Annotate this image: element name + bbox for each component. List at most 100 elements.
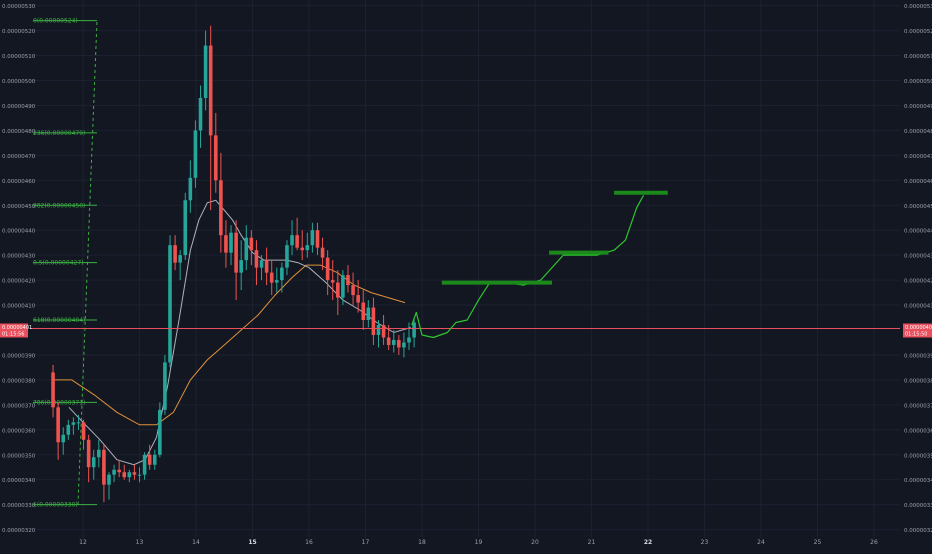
candle-down (381, 315, 386, 345)
left-price-axis[interactable]: 0.00000530 0.00000520 0.00000510 0.00000500… (2, 4, 36, 534)
candle-up (229, 225, 233, 266)
candle-body (336, 282, 340, 298)
candle-up (61, 427, 66, 455)
candle-up (274, 267, 279, 293)
candle-up (402, 332, 406, 358)
candle-up (412, 317, 416, 348)
time-axis-label: 14 (192, 539, 200, 546)
candle-body (152, 454, 157, 465)
candle-down (320, 237, 325, 271)
price-axis-label: 0.00000480 (2, 129, 36, 135)
candle-body (76, 422, 81, 424)
candle-body (397, 339, 401, 348)
projection-drawing[interactable] (411, 190, 668, 339)
candle-body (320, 247, 325, 258)
price-axis-label: 0.00000350 (904, 453, 932, 459)
candle-body (168, 245, 172, 363)
time-axis[interactable]: 12 13 14 15 16 17 18 19 20 21 22 23 24 25 26 (79, 539, 878, 546)
time-axis-label: 22 (644, 539, 652, 546)
fibonacci-retracement[interactable]: 0(0.00000524) 236(0.00000479) 382(0.000004… (33, 18, 98, 509)
time-axis-label: 18 (418, 539, 426, 546)
candle-up (203, 30, 208, 111)
price-axis-label: 0.00000390 (904, 353, 932, 359)
candle-down (173, 235, 177, 271)
grid-lines (30, 0, 900, 538)
candle-body (402, 342, 406, 348)
candle-down (219, 152, 223, 253)
candle-body (229, 232, 233, 253)
candle-up (112, 464, 116, 483)
candle-body (259, 260, 264, 268)
candle-down (269, 260, 274, 296)
candle-up (290, 220, 294, 256)
candle-body (325, 257, 330, 281)
candle-body (274, 280, 279, 283)
candle-body (315, 230, 320, 248)
candle-body (244, 237, 249, 261)
candle-body (158, 409, 162, 455)
candle-body (381, 325, 386, 338)
candle-down (325, 250, 330, 296)
candle-down (356, 280, 360, 313)
fib-level-label: 236(0.00000479) (33, 130, 85, 137)
candle-down (386, 325, 391, 350)
price-axis-label: 0.00000420 (904, 279, 932, 285)
price-axis-label: 0.00000510 (2, 54, 36, 60)
time-axis-label: 15 (248, 539, 256, 546)
price-axis-label: 0.00000440 (2, 229, 36, 235)
candle-down (371, 297, 376, 345)
price-axis-label: 0.00000520 (2, 29, 36, 35)
price-axis-label: 0.00000430 (2, 254, 36, 260)
price-axis-label: 0.00000530 (2, 4, 36, 10)
price-axis-label: 0.00000510 (904, 54, 932, 60)
candle-body (366, 307, 371, 321)
price-axis-label: 0.00000460 (904, 179, 932, 185)
time-axis-label: 24 (757, 539, 765, 546)
candle-body (356, 295, 360, 303)
candle-up (71, 417, 76, 435)
price-axis-label: 0.00000410 (2, 304, 36, 310)
candle-up (66, 419, 71, 440)
candle-up (76, 414, 81, 430)
candle-body (285, 245, 289, 268)
time-axis-label: 16 (305, 539, 313, 546)
right-price-axis[interactable]: 0.00000530 0.00000520 0.00000510 0.00000500… (904, 4, 932, 534)
price-axis-label: 0.00000350 (2, 453, 36, 459)
price-axis-label: 0.00000500 (904, 79, 932, 85)
candle-up (366, 300, 371, 328)
candle-body (254, 250, 259, 268)
candle-body (61, 434, 66, 443)
candle-body (188, 177, 193, 201)
candle-body (193, 130, 198, 178)
candle-down (234, 220, 238, 301)
candle-body (391, 339, 396, 345)
candle-down (351, 272, 355, 306)
candle-up (178, 250, 182, 281)
candle-body (305, 245, 310, 251)
candle-down (213, 112, 218, 193)
candle-down (397, 334, 401, 355)
candle-body (132, 472, 137, 475)
candle-up (137, 467, 142, 483)
candle-body (107, 474, 111, 485)
candle-body (142, 454, 147, 475)
candle-up (188, 160, 193, 213)
candle-body (376, 325, 381, 335)
candle-up (376, 320, 381, 348)
candle-up (391, 330, 396, 353)
candle-down (264, 247, 269, 286)
price-axis-label: 0.00000450 (904, 204, 932, 210)
candle-up (107, 472, 111, 500)
candle-up (152, 449, 157, 470)
candle-body (239, 260, 243, 273)
candle-body (91, 457, 96, 468)
fib-level-label: 0(0.00000524) (33, 18, 78, 25)
candle-body (219, 180, 223, 236)
candle-down (208, 25, 213, 211)
candle-up (198, 85, 203, 148)
candle-body (407, 337, 411, 343)
time-axis-label: 20 (531, 539, 539, 546)
price-axis-label: 0.00000480 (904, 129, 932, 135)
